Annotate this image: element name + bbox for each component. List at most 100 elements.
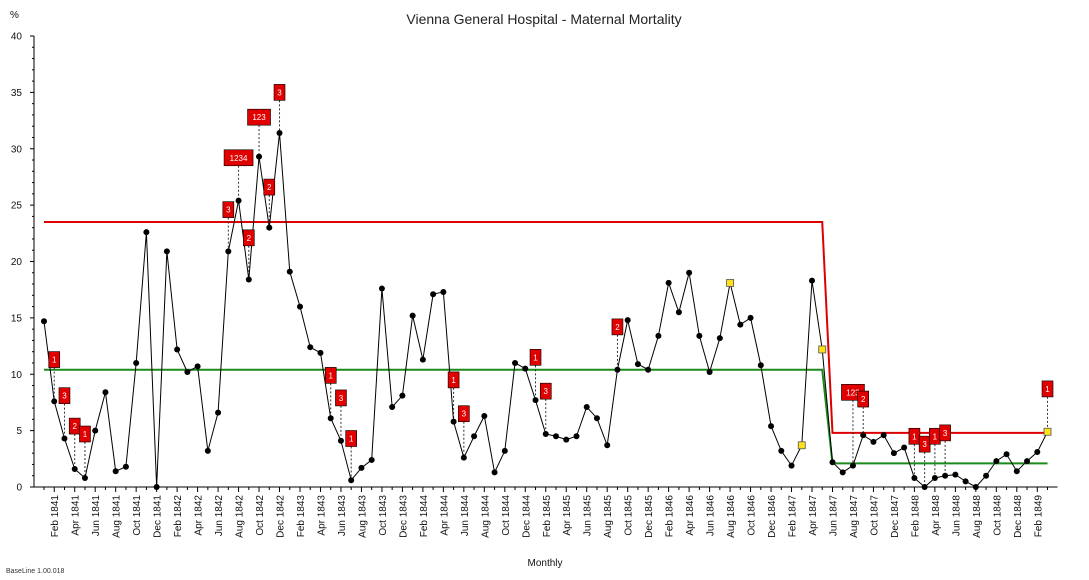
data-point bbox=[194, 363, 201, 370]
annotation-flag bbox=[324, 367, 337, 384]
x-tick-label: Dec 1846 bbox=[767, 495, 778, 538]
annotation-flag bbox=[458, 405, 470, 423]
annotation-flag bbox=[48, 351, 61, 368]
annotation-flag bbox=[345, 430, 358, 447]
data-point bbox=[450, 418, 457, 425]
annotation-flag bbox=[335, 389, 347, 407]
x-tick-label: Dec 1843 bbox=[398, 495, 409, 538]
data-points bbox=[41, 129, 1052, 490]
x-tick-label: Oct 1841 bbox=[132, 495, 143, 536]
data-point bbox=[788, 462, 795, 469]
data-point bbox=[41, 318, 47, 325]
annotation-flag-label: 1 bbox=[933, 432, 938, 441]
data-point bbox=[1013, 468, 1020, 475]
annotation-flag bbox=[939, 424, 951, 442]
annotation-flag-label: 2 bbox=[247, 234, 252, 243]
data-point bbox=[235, 197, 242, 204]
data-point bbox=[522, 365, 529, 372]
reference-lines bbox=[44, 221, 1048, 465]
x-tick-label: Dec 1848 bbox=[1013, 495, 1024, 538]
data-point bbox=[1034, 449, 1041, 456]
data-point bbox=[921, 484, 928, 490]
x-tick-label: Aug 1846 bbox=[726, 495, 737, 538]
annotation-flag-label: 1 bbox=[328, 371, 333, 380]
data-point bbox=[532, 397, 539, 404]
data-point bbox=[931, 474, 938, 481]
data-point bbox=[870, 438, 877, 445]
x-tick-label: Aug 1842 bbox=[235, 495, 246, 538]
data-point bbox=[460, 454, 467, 461]
annotation-flag bbox=[529, 349, 542, 366]
x-tick-label: Oct 1847 bbox=[869, 495, 880, 536]
x-tick-label: Aug 1845 bbox=[603, 495, 614, 538]
annotation-flag-label: 3 bbox=[462, 410, 467, 419]
annotation-flag-label: 3 bbox=[277, 88, 282, 97]
annotation-flag-label: 3 bbox=[943, 429, 948, 438]
data-point bbox=[174, 346, 181, 353]
data-point bbox=[501, 447, 508, 454]
annotation-flag-label: 3 bbox=[62, 392, 67, 401]
data-point bbox=[829, 459, 836, 466]
data-point bbox=[778, 447, 785, 454]
x-tick-label: Jun 1847 bbox=[828, 495, 839, 537]
data-point bbox=[61, 435, 68, 442]
y-tick-label: 10 bbox=[11, 370, 23, 381]
centre-line bbox=[44, 368, 1048, 465]
data-point bbox=[860, 432, 867, 439]
data-point bbox=[348, 477, 355, 484]
x-tick-label: Feb 1844 bbox=[419, 495, 430, 538]
annotation-flag-label: 3 bbox=[922, 440, 927, 449]
data-point bbox=[675, 309, 682, 316]
data-point bbox=[604, 442, 611, 449]
data-point bbox=[225, 248, 232, 255]
data-point bbox=[665, 279, 672, 286]
data-point bbox=[542, 431, 549, 438]
data-point bbox=[634, 361, 641, 368]
data-point bbox=[993, 458, 1000, 465]
annotation-flag bbox=[222, 201, 235, 218]
data-point bbox=[573, 433, 580, 440]
data-point bbox=[962, 478, 969, 485]
data-point bbox=[747, 314, 754, 321]
data-point bbox=[337, 437, 344, 444]
data-point bbox=[481, 412, 488, 419]
x-tick-label: Oct 1845 bbox=[624, 495, 635, 536]
annotation-flag-label: 1 bbox=[912, 432, 917, 441]
upper-limit-line bbox=[44, 221, 1048, 434]
data-point bbox=[430, 291, 437, 298]
x-tick-label: Jun 1841 bbox=[91, 495, 102, 537]
annotation-flag-label: 123 bbox=[252, 113, 266, 122]
annotation-flag-label: 1 bbox=[349, 435, 354, 444]
data-point bbox=[245, 276, 252, 283]
data-point bbox=[716, 335, 723, 342]
x-tick-label: Oct 1842 bbox=[255, 495, 266, 536]
y-tick-label: 0 bbox=[16, 483, 22, 494]
data-point bbox=[143, 229, 150, 236]
highlighted-data-point bbox=[726, 279, 734, 287]
data-point bbox=[92, 427, 99, 434]
annotation-flag-label: 1 bbox=[533, 353, 538, 362]
x-tick-label: Dec 1847 bbox=[890, 495, 901, 538]
chart-title: Vienna General Hospital - Maternal Morta… bbox=[406, 11, 681, 27]
annotation-flag bbox=[58, 387, 71, 404]
x-tick-label: Aug 1841 bbox=[112, 495, 123, 538]
annotation-flag-label: 2 bbox=[615, 323, 620, 332]
data-point bbox=[368, 456, 375, 463]
data-point bbox=[327, 415, 334, 422]
annotation-flag bbox=[79, 425, 91, 443]
data-point bbox=[849, 462, 856, 469]
x-tick-label: Oct 1846 bbox=[747, 495, 758, 536]
y-tick-label: 20 bbox=[11, 257, 23, 268]
annotation-flag-label: 1 bbox=[1045, 385, 1050, 394]
x-tick-label: Aug 1847 bbox=[849, 495, 860, 538]
footer-text: BaseLine 1.00.018 bbox=[6, 568, 64, 575]
data-point bbox=[839, 469, 846, 476]
x-tick-label: Feb 1849 bbox=[1033, 495, 1044, 538]
data-point bbox=[757, 362, 764, 369]
data-point bbox=[389, 403, 396, 410]
annotation-flag-label: 123 bbox=[846, 388, 860, 397]
x-tick-label: Feb 1843 bbox=[296, 495, 307, 538]
data-point bbox=[266, 224, 273, 231]
annotation-flag-label: 1 bbox=[451, 376, 456, 385]
